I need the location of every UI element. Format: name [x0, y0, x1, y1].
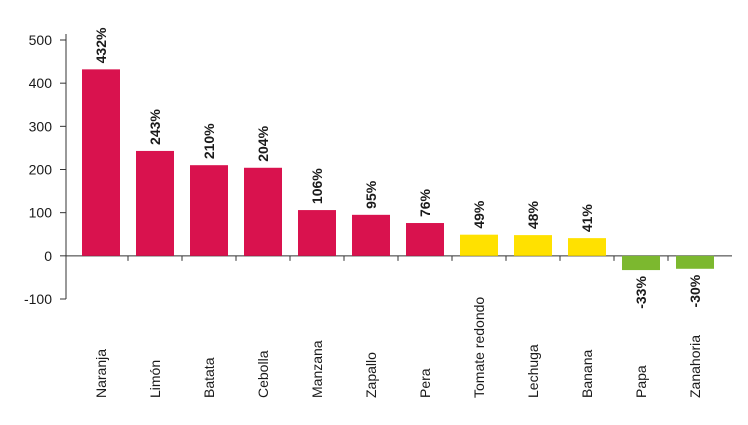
y-tick-label: 300: [29, 118, 53, 134]
category-label: Pera: [417, 368, 433, 398]
data-label: 204%: [255, 125, 271, 161]
data-label: 95%: [363, 180, 379, 209]
category-label: Papa: [633, 365, 649, 398]
data-label: 76%: [417, 188, 433, 217]
category-label: Lechuga: [525, 344, 541, 398]
y-tick-label: -100: [24, 291, 52, 307]
category-label: Limón: [147, 360, 163, 398]
category-label: Banana: [579, 350, 595, 398]
category-label: Manzana: [309, 340, 325, 398]
data-label: 48%: [525, 201, 541, 230]
category-label: Batata: [201, 357, 217, 398]
bar: [622, 255, 660, 271]
data-label: 243%: [147, 109, 163, 145]
bar: [190, 165, 228, 256]
data-label: 210%: [201, 123, 217, 159]
bar: [406, 223, 444, 256]
data-label: 41%: [579, 204, 595, 233]
y-tick-label: 0: [44, 248, 52, 264]
category-label: Zapallo: [363, 352, 379, 398]
y-tick-label: 400: [29, 75, 53, 91]
y-tick-label: 200: [29, 162, 53, 178]
category-label: Cebolla: [255, 350, 271, 398]
data-label: 432%: [93, 27, 109, 63]
bar: [298, 210, 336, 256]
data-label: -33%: [633, 276, 649, 309]
bar: [136, 150, 174, 256]
y-tick-label: 500: [29, 32, 53, 48]
bar: [244, 167, 282, 256]
data-label: 49%: [471, 200, 487, 229]
bar: [568, 238, 606, 256]
bar: [676, 255, 714, 269]
data-label: 106%: [309, 168, 325, 204]
data-label: -30%: [687, 274, 703, 307]
bar: [514, 235, 552, 256]
category-label: Naranja: [93, 349, 109, 398]
y-tick-label: 100: [29, 205, 53, 221]
category-label: Zanahoria: [687, 335, 703, 398]
bar: [352, 214, 390, 256]
bar: [460, 234, 498, 256]
category-label: Tomate redondo: [471, 297, 487, 398]
bar: [82, 69, 120, 256]
